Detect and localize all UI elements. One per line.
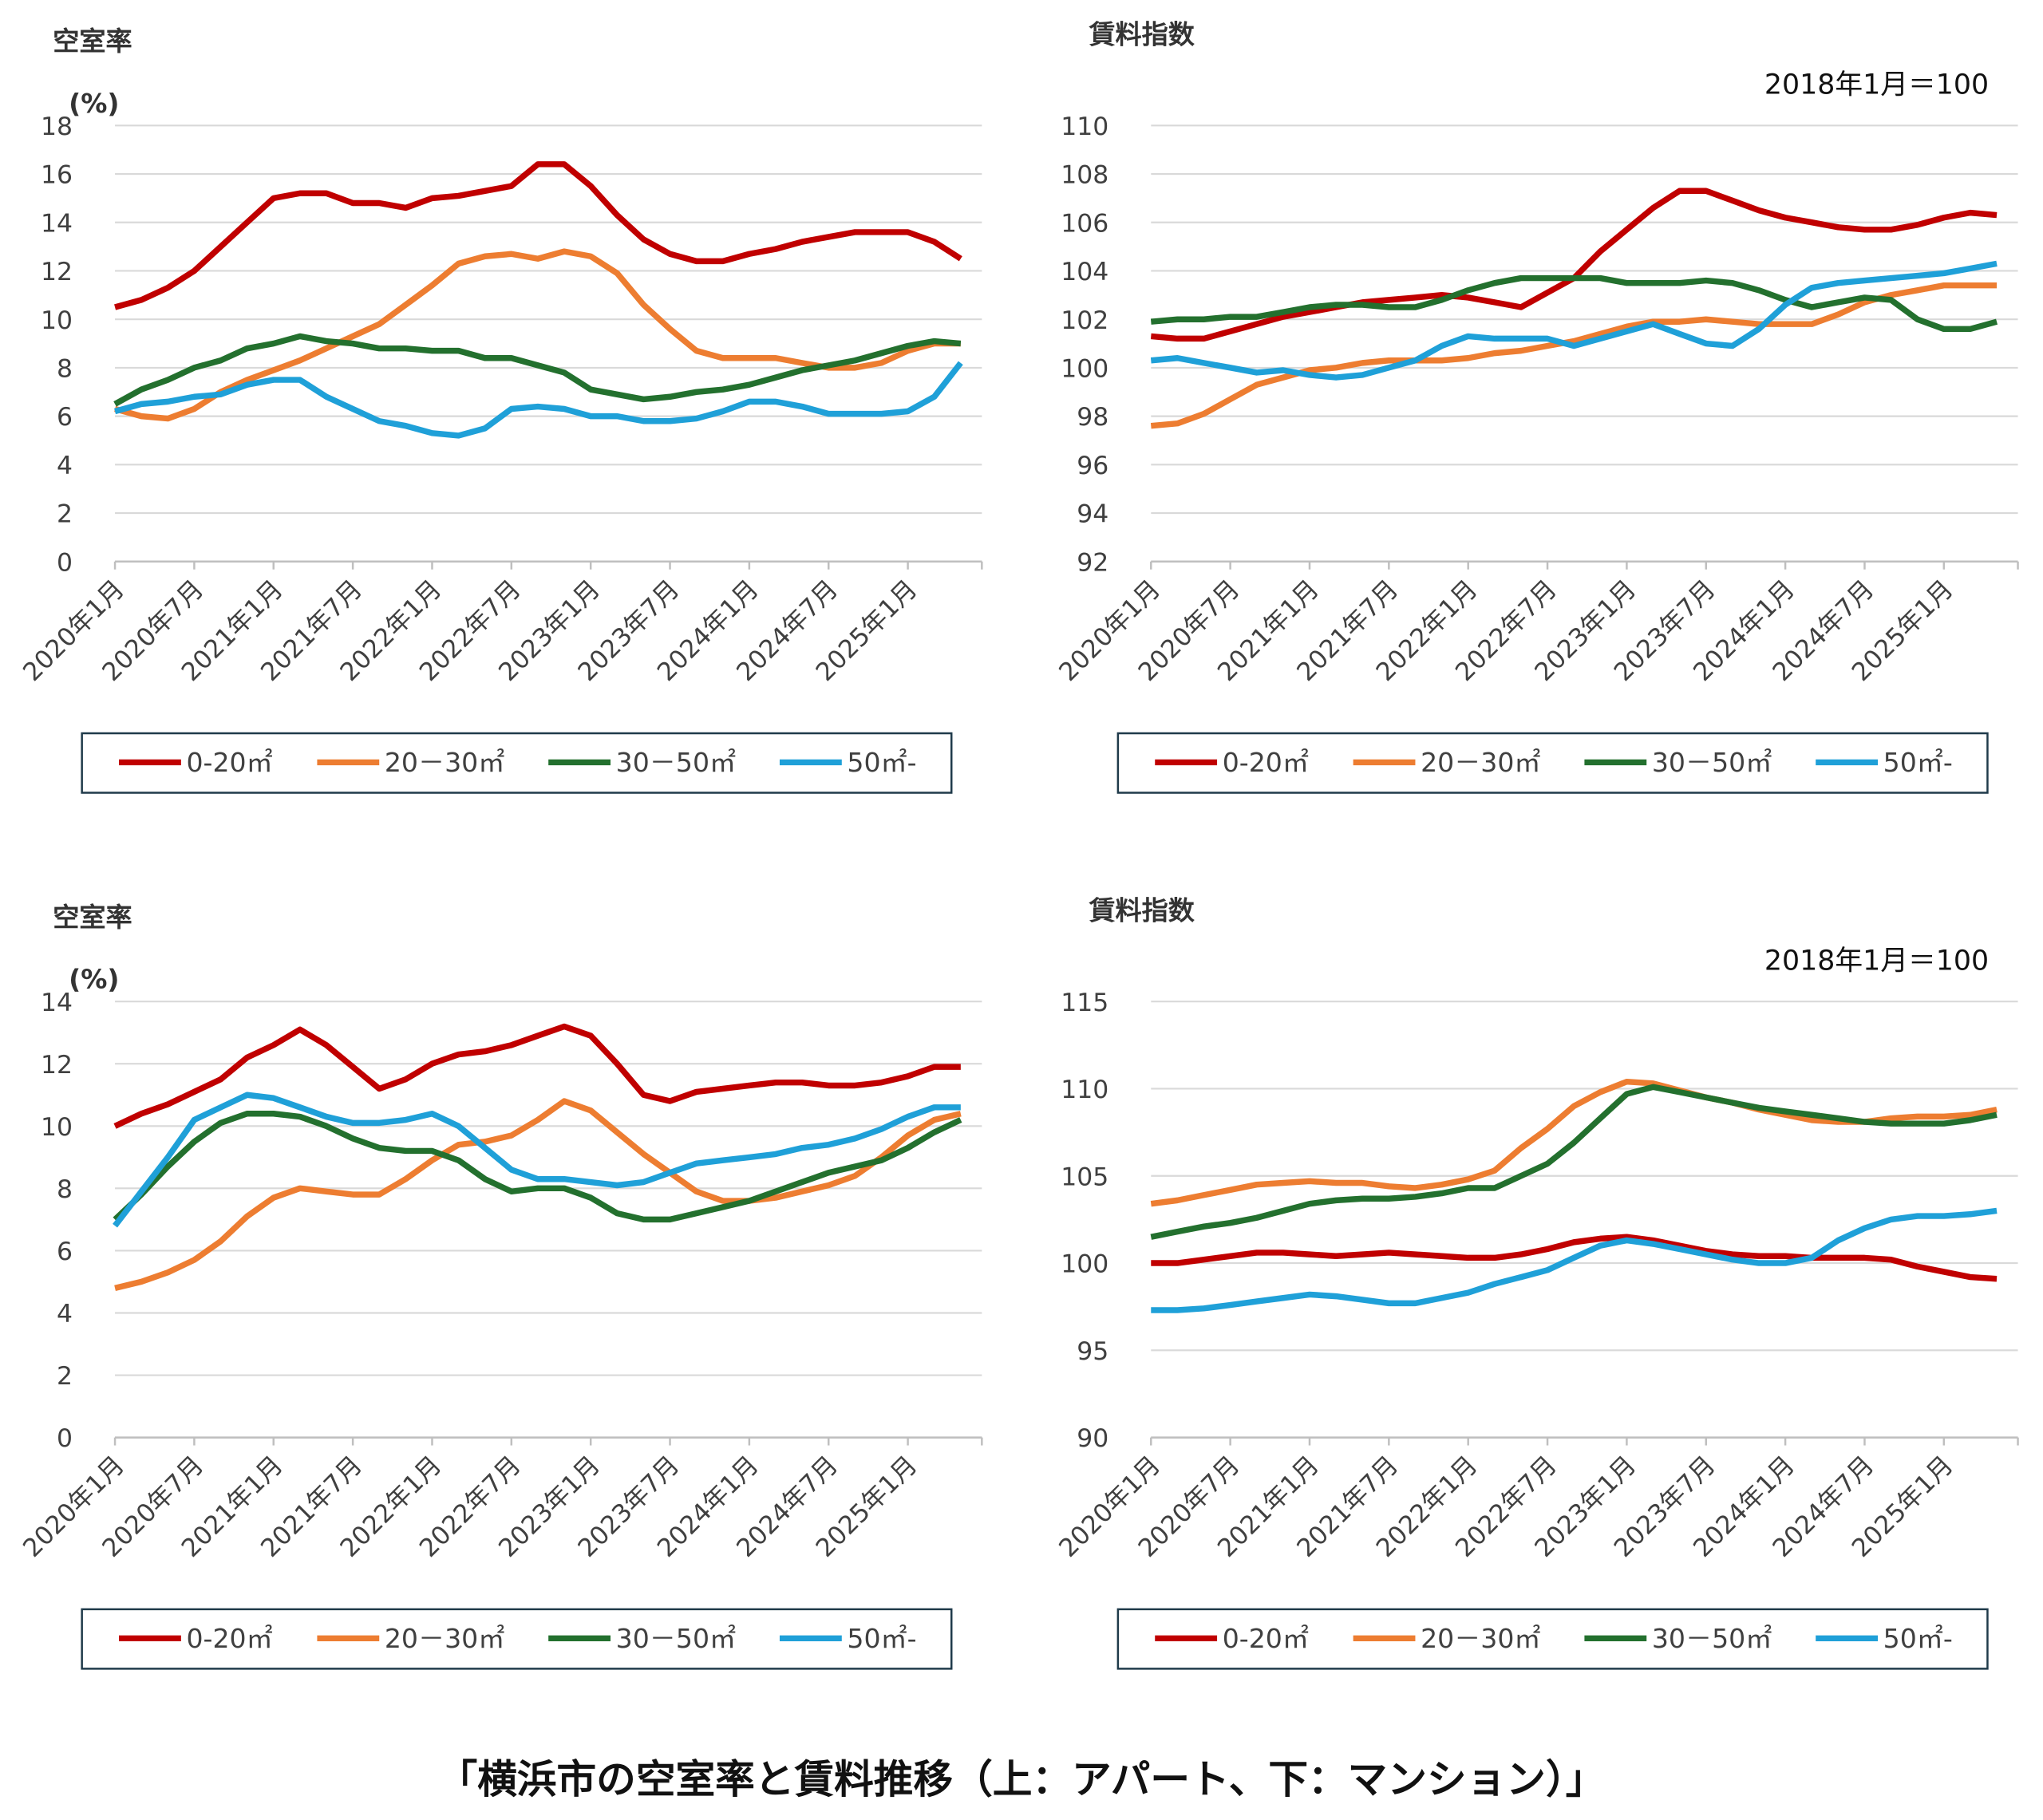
series-line: [1150, 282, 1998, 429]
legend-label: 30－50㎡: [616, 747, 736, 778]
y-tick-label: 8: [57, 354, 73, 383]
legend-label: 50㎡-: [1883, 1623, 1953, 1654]
series-line: [1150, 274, 1998, 333]
y-tick-label: 95: [1077, 1337, 1108, 1366]
legend-label: 20－30㎡: [385, 1623, 504, 1654]
y-tick-label: 105: [1061, 1163, 1108, 1191]
y-tick-label: 110: [1061, 113, 1108, 141]
chart-title: 賃料指数: [1088, 19, 1195, 50]
y-tick-label: 115: [1061, 989, 1108, 1017]
legend-label: 30－50㎡: [1652, 747, 1772, 778]
y-tick-label: 100: [1061, 1250, 1108, 1279]
y-tick-label: 6: [57, 1238, 73, 1266]
y-tick-label: 100: [1061, 354, 1108, 383]
y-tick-label: 4: [57, 452, 73, 480]
annotation: 2018年1月＝100: [1764, 69, 1989, 101]
series-line: [114, 361, 963, 439]
y-tick-label: 6: [57, 403, 73, 432]
y-tick-label: 10: [41, 1113, 73, 1142]
y-tick-label: 16: [41, 161, 73, 190]
series-line: [113, 1092, 961, 1228]
legend-label: 50㎡-: [1883, 747, 1953, 778]
y-tick-label: 8: [57, 1175, 73, 1204]
chart-title: 空室率: [53, 26, 132, 57]
series-line: [114, 1098, 962, 1291]
legend-label: 50㎡-: [847, 747, 916, 778]
y-tick-label: 108: [1061, 161, 1108, 190]
y-tick-label: 18: [41, 113, 73, 141]
series-line: [114, 161, 962, 310]
y-tick-label: 90: [1077, 1424, 1108, 1453]
legend-label: 0-20㎡: [186, 1623, 272, 1654]
legend-label: 0-20㎡: [1223, 747, 1309, 778]
legend-label: 0-20㎡: [1223, 1623, 1309, 1654]
caption: 「横浜市の空室率と賃料推移（上：アパート、下：マンション）」: [438, 1756, 1606, 1802]
y-tick-label: 92: [1077, 548, 1108, 577]
y-tick-label: 2: [57, 1362, 73, 1391]
series-line: [1151, 1207, 1998, 1313]
y-tick-label: 12: [41, 258, 73, 286]
legend-label: 20－30㎡: [1421, 747, 1540, 778]
chart-title: 空室率: [53, 902, 132, 933]
y-tick-label: 98: [1077, 403, 1108, 432]
y-tick-label: 10: [41, 306, 73, 335]
legend-label: 20－30㎡: [385, 747, 504, 778]
series-line: [113, 1111, 962, 1223]
y-tick-label: 4: [57, 1300, 73, 1328]
series-line: [1150, 260, 1998, 381]
annotation: 2018年1月＝100: [1764, 945, 1989, 977]
series-line: [1150, 188, 1998, 342]
y-tick-label: 110: [1061, 1076, 1108, 1104]
legend-label: 50㎡-: [847, 1623, 916, 1654]
series-line: [1150, 1084, 1998, 1240]
y-tick-label: 104: [1061, 258, 1108, 286]
y-tick-label: 94: [1077, 500, 1108, 529]
y-tick-label: 12: [41, 1051, 73, 1080]
y-tick-label: 14: [41, 989, 73, 1017]
y-axis-label: (%): [69, 88, 119, 119]
y-tick-label: 14: [41, 209, 73, 238]
y-tick-label: 102: [1061, 306, 1108, 335]
y-tick-label: 0: [57, 548, 73, 577]
y-axis-label: (%): [69, 964, 119, 995]
series-line: [1151, 1234, 1998, 1282]
series-line: [113, 333, 962, 407]
chart-title: 賃料指数: [1088, 895, 1195, 926]
legend-label: 30－50㎡: [1652, 1623, 1772, 1654]
legend-label: 30－50㎡: [616, 1623, 736, 1654]
legend-label: 0-20㎡: [186, 747, 272, 778]
series-line: [114, 248, 961, 422]
y-tick-label: 2: [57, 500, 73, 529]
legend-label: 20－30㎡: [1421, 1623, 1540, 1654]
y-tick-label: 96: [1077, 452, 1108, 480]
y-tick-label: 106: [1061, 209, 1108, 238]
series-line: [113, 1023, 961, 1129]
y-tick-label: 0: [57, 1424, 73, 1453]
